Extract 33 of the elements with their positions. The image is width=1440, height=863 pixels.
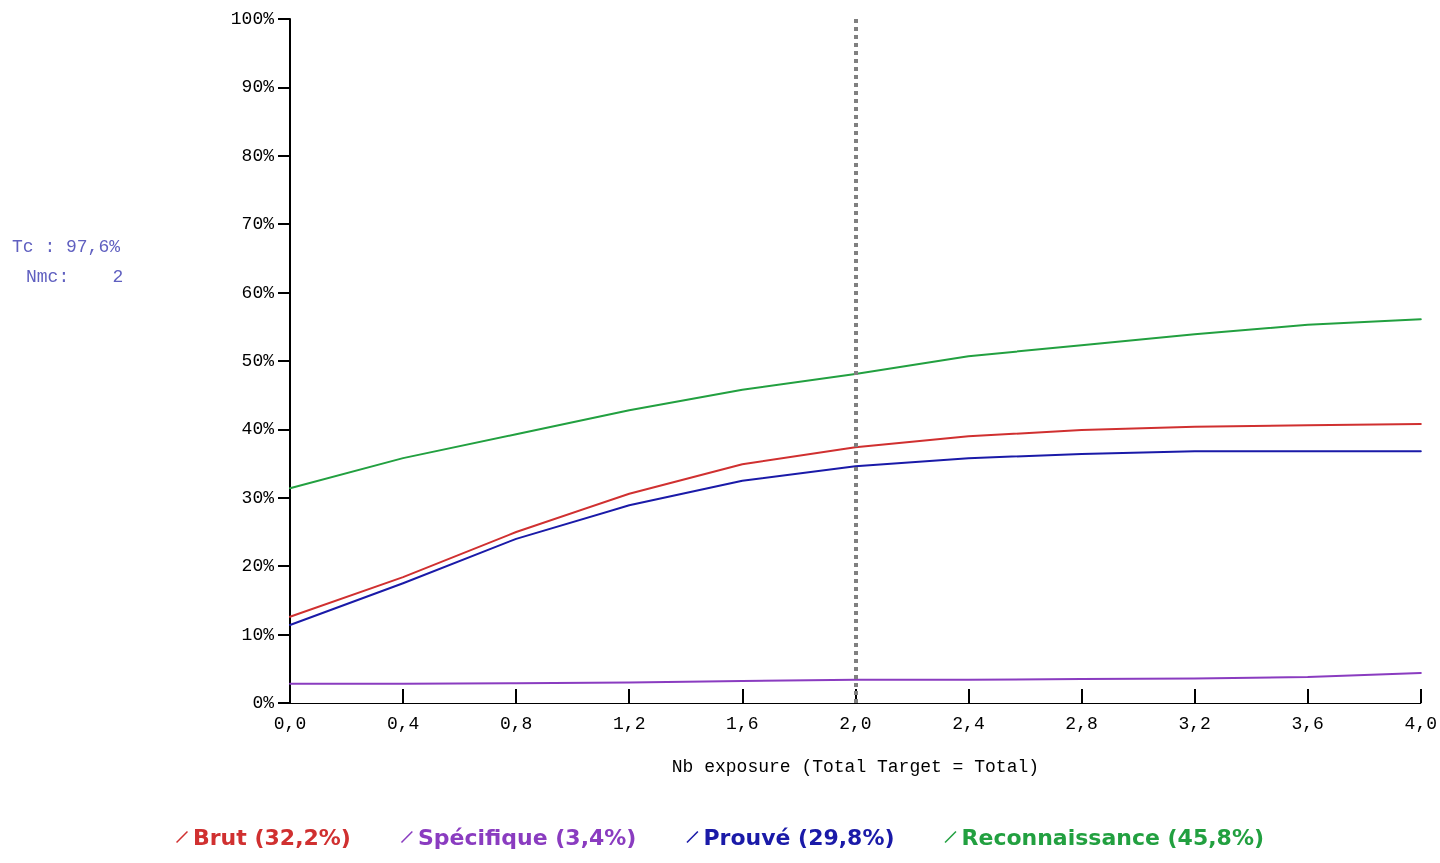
line-series [289,671,1422,685]
x-tick-label: 0,4 [386,714,420,734]
y-tick-label: 10% [241,624,275,645]
y-tick-label: 80% [241,145,275,166]
line-series [289,318,1422,490]
y-tick-label: 20% [241,556,275,577]
x-tick-label: 2,8 [1065,714,1098,734]
x-tick-label: 0,8 [499,714,533,734]
text: Tc : 97,6% [12,237,121,257]
line-series [289,422,1422,618]
x-axis-title: Nb exposure (Total Target = Total) [671,757,1040,777]
y-tick-label: 50% [241,351,275,371]
legend-label: Spécifique (3,4%) [417,824,637,850]
y-tick-label: 0% [252,693,275,713]
x-tick-label: 1,2 [613,714,646,734]
x-tick-label: 1,6 [726,714,759,734]
line-series [289,450,1422,627]
y-tick-label: 90% [241,77,275,98]
x-tick-label: 4,0 [1404,714,1437,734]
text: Nmc: 2 [26,267,124,287]
x-tick-label: 3,6 [1291,714,1324,734]
y-tick-label: 30% [241,487,275,508]
y-tick-label: 100% [230,9,275,29]
x-tick-label: 3,2 [1178,714,1211,734]
y-tick-label: 40% [241,419,275,440]
x-tick-label: 2,0 [839,714,872,734]
legend-label: Brut (32,2%) [193,824,351,850]
legend-label: Prouvé (29,8%) [703,824,895,850]
legend-label: Reconnaissance (45,8%) [961,824,1264,850]
y-tick-label: 70% [241,214,275,235]
x-tick-label: 2,4 [952,714,985,734]
x-tick-label: 0,0 [273,714,307,734]
y-tick-label: 60% [241,282,275,303]
